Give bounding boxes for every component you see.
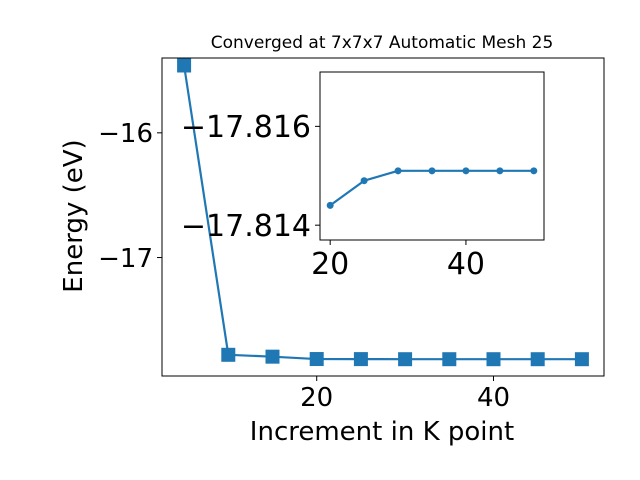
series-line — [183, 65, 582, 361]
data-point — [462, 167, 470, 175]
data-point — [177, 58, 192, 73]
main-plot-area: 20 40 −17 −16 — [98, 57, 605, 413]
chart-title: Converged at 7x7x7 Automatic Mesh 25 — [211, 33, 554, 53]
y-axis-label: Energy (eV) — [59, 139, 89, 292]
data-point — [394, 167, 402, 175]
data-point — [353, 352, 368, 367]
inset-background — [320, 72, 544, 240]
data-point — [496, 167, 504, 175]
x-tick-label: 20 — [311, 247, 349, 282]
axes-frame — [319, 71, 545, 241]
x-tick-label: 40 — [477, 383, 510, 413]
inset-plot-area: 20 40 −17.814 −17.816 — [181, 71, 545, 282]
data-point — [265, 349, 280, 364]
data-point — [221, 347, 236, 362]
x-axis-label: Increment in K point — [250, 417, 514, 447]
y-tick-label: −17.816 — [181, 110, 311, 145]
data-point — [530, 352, 545, 367]
data-point — [530, 167, 538, 175]
data-point — [486, 352, 501, 367]
data-point — [442, 352, 457, 367]
inset-axes: 20 40 −17.814 −17.816 — [181, 71, 545, 282]
data-point — [360, 177, 368, 185]
y-tick-label: −17 — [98, 244, 153, 274]
main-axes: Converged at 7x7x7 Automatic Mesh 25 20 4… — [59, 33, 605, 447]
data-point — [398, 352, 413, 367]
data-point — [574, 352, 589, 367]
x-tick-label: 20 — [300, 383, 333, 413]
x-tick-label: 40 — [447, 247, 485, 282]
y-tick-label: −17.814 — [181, 209, 311, 244]
data-point — [309, 352, 324, 367]
data-point — [326, 201, 334, 209]
axes-frame — [161, 57, 605, 377]
y-tick-label: −16 — [98, 119, 153, 149]
data-point — [428, 167, 436, 175]
